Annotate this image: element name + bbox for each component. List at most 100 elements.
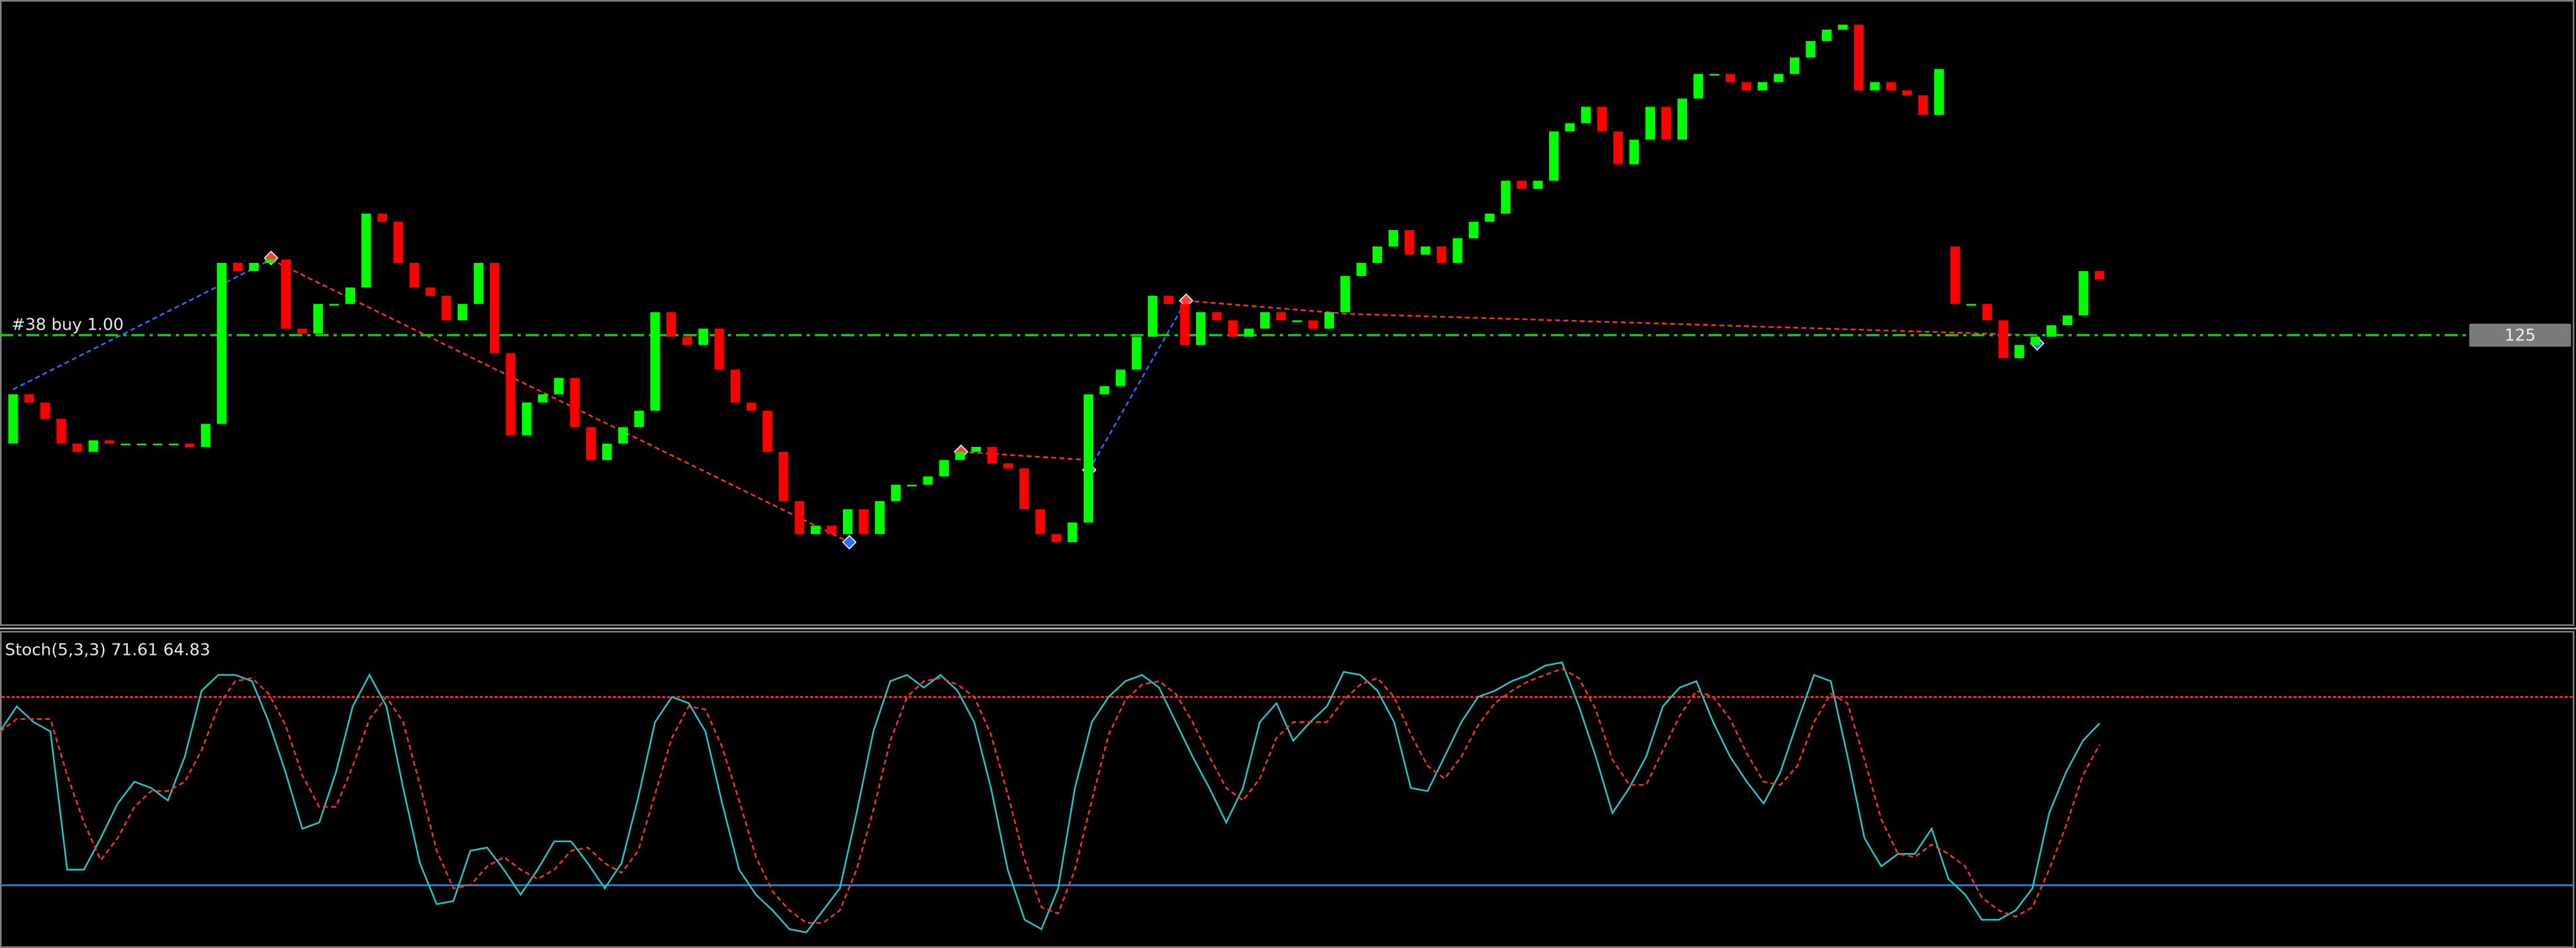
- candle: [1276, 312, 1286, 321]
- candle: [1902, 90, 1912, 96]
- candle: [2094, 271, 2104, 280]
- candle: [1950, 246, 1960, 304]
- candle: [602, 443, 612, 460]
- candle: [1468, 221, 1479, 238]
- candle: [907, 484, 917, 487]
- candle: [842, 509, 853, 535]
- candle: [1164, 296, 1174, 304]
- candle: [1292, 320, 1303, 322]
- candle: [473, 263, 484, 304]
- candle: [1196, 312, 1206, 345]
- candle: [40, 402, 50, 419]
- candle: [104, 440, 115, 444]
- candle: [570, 378, 580, 427]
- candle: [923, 476, 933, 485]
- candle: [297, 328, 307, 334]
- trade-line: [1186, 299, 2038, 337]
- candle: [1404, 229, 1415, 255]
- candle: [1533, 180, 1543, 189]
- candle: [2030, 337, 2041, 345]
- candle: [1982, 304, 1992, 321]
- candle: [859, 509, 869, 535]
- candle: [1549, 131, 1559, 181]
- candle: [1132, 337, 1142, 370]
- candle: [1629, 139, 1639, 165]
- candle: [1180, 304, 1190, 345]
- candle: [714, 328, 724, 370]
- candle: [1789, 57, 1800, 74]
- candle: [1838, 25, 1848, 30]
- candle: [281, 259, 291, 329]
- candle: [1003, 463, 1013, 468]
- candle: [1998, 320, 2009, 359]
- candle: [1806, 41, 1816, 58]
- candle: [1854, 25, 1864, 91]
- candle: [1645, 107, 1656, 140]
- candle: [2046, 325, 2057, 337]
- candle: [2014, 345, 2024, 359]
- candle: [217, 263, 227, 424]
- candle: [554, 378, 564, 395]
- candle: [73, 443, 83, 452]
- candle: [794, 501, 804, 535]
- order-label: #38 buy 1.00: [11, 316, 124, 335]
- candle: [1773, 74, 1784, 83]
- candle: [313, 304, 323, 334]
- candle: [24, 394, 34, 403]
- candle: [2062, 315, 2073, 326]
- candle: [1758, 82, 1768, 91]
- candle: [1115, 369, 1126, 386]
- candle: [1420, 246, 1430, 255]
- candle: [153, 443, 163, 446]
- candle: [1485, 213, 1495, 222]
- candle: [1372, 246, 1383, 263]
- candle: [233, 263, 243, 272]
- candle: [1035, 509, 1045, 535]
- candle: [345, 287, 356, 304]
- candle: [1726, 74, 1736, 83]
- candle: [1709, 74, 1719, 76]
- candle: [746, 402, 757, 411]
- candle: [1051, 534, 1062, 543]
- candle: [521, 402, 532, 436]
- candle: [441, 296, 451, 321]
- candle: [1741, 82, 1751, 91]
- candle: [1227, 320, 1238, 337]
- candle: [185, 443, 195, 447]
- candle: [971, 446, 981, 452]
- candle: [426, 287, 436, 296]
- price-tag-label: 125: [2505, 327, 2536, 345]
- indicator-title: Stoch(5,3,3) 71.61 64.83: [5, 641, 211, 660]
- candle: [120, 443, 131, 446]
- candle: [361, 213, 371, 288]
- candle: [698, 328, 709, 345]
- trade-line: [13, 258, 272, 390]
- candle: [762, 410, 772, 452]
- candle: [538, 394, 548, 403]
- candle: [88, 440, 98, 452]
- candle: [249, 263, 259, 272]
- candle: [1661, 107, 1671, 140]
- candle: [1324, 312, 1334, 329]
- candle: [1212, 312, 1222, 321]
- candle: [1565, 123, 1575, 132]
- candle: [586, 427, 596, 460]
- candle: [666, 312, 676, 337]
- candle: [136, 443, 147, 446]
- candle: [1260, 312, 1270, 329]
- candle: [393, 221, 403, 263]
- candle: [1870, 82, 1880, 91]
- trade-line: [961, 451, 1089, 461]
- trade-lines: [13, 258, 2038, 543]
- candle: [1918, 95, 1928, 115]
- candle: [1083, 394, 1094, 523]
- candle: [1099, 386, 1110, 395]
- candle: [1500, 180, 1511, 214]
- candle: [377, 213, 388, 222]
- candle: [1388, 229, 1398, 246]
- candle: [2079, 271, 2089, 316]
- stoch-line: [0, 668, 2101, 924]
